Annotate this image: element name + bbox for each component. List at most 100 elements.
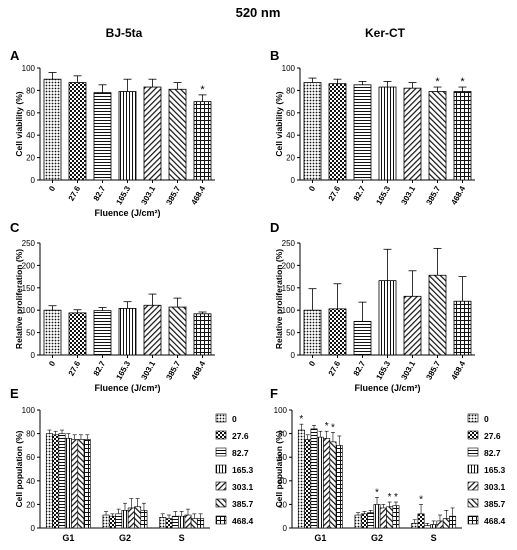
bar bbox=[392, 505, 400, 529]
y-tick-label: 250 bbox=[22, 239, 36, 248]
bar bbox=[323, 438, 331, 529]
bar bbox=[423, 525, 431, 529]
bar bbox=[64, 438, 72, 529]
bar bbox=[367, 512, 375, 529]
bar bbox=[93, 310, 112, 356]
y-tick-label: 20 bbox=[26, 154, 35, 163]
x-tick-label: 468.4 bbox=[189, 359, 207, 381]
x-tick-label: 165.3 bbox=[374, 359, 392, 381]
bar bbox=[329, 441, 337, 529]
bar bbox=[403, 295, 422, 356]
bar bbox=[379, 507, 387, 529]
bar bbox=[178, 515, 186, 529]
y-tick-label: 80 bbox=[286, 86, 295, 95]
bar bbox=[436, 520, 444, 529]
y-axis-label: Relative proliferation (%) bbox=[274, 249, 284, 349]
y-tick-label: 100 bbox=[22, 306, 36, 315]
y-tick-label: 100 bbox=[282, 306, 296, 315]
y-axis-label: Cell viability (%) bbox=[14, 91, 24, 156]
legend: 0 27.6 82.7 165.3 303.1 385.7 468.4 bbox=[215, 413, 254, 526]
x-tick-label: 165.3 bbox=[114, 359, 132, 381]
panel-letter: A bbox=[10, 48, 20, 63]
bar bbox=[378, 86, 397, 181]
panel-a: A 0 20 40 60 80 100 Cell viability (%) 0 27.6 82.7… bbox=[10, 48, 215, 218]
bar bbox=[171, 515, 179, 529]
bar bbox=[353, 320, 372, 356]
x-tick-label: 0 bbox=[307, 359, 317, 368]
significance-star: * bbox=[394, 492, 398, 503]
y-tick-label: 0 bbox=[291, 351, 296, 360]
panel-b: B 0 20 40 60 80 100 Cell viability (%) 0 27.6 82.7… bbox=[270, 48, 475, 206]
legend-swatch bbox=[467, 430, 479, 440]
bar bbox=[118, 308, 137, 356]
bar bbox=[43, 309, 62, 356]
x-tick-label: 0 bbox=[307, 184, 317, 193]
bar bbox=[197, 518, 205, 529]
legend-swatch bbox=[467, 481, 479, 491]
x-tick-label: 303.1 bbox=[399, 184, 417, 206]
x-tick-label: G1 bbox=[62, 533, 74, 543]
bar bbox=[127, 507, 135, 529]
bar bbox=[316, 436, 324, 529]
significance-star: * bbox=[375, 487, 379, 498]
legend-label: 0 bbox=[484, 414, 489, 424]
legend-swatch bbox=[467, 447, 479, 457]
bar bbox=[121, 509, 129, 529]
y-tick-label: 20 bbox=[26, 500, 35, 509]
y-tick-label: 0 bbox=[283, 524, 288, 533]
x-tick-label: G2 bbox=[119, 533, 131, 543]
x-tick-label: 303.1 bbox=[399, 359, 417, 381]
bar bbox=[303, 309, 322, 356]
y-axis-label: Cell viability (%) bbox=[274, 91, 284, 156]
legend-label: 27.6 bbox=[484, 431, 501, 441]
bar bbox=[159, 517, 167, 529]
y-tick-label: 50 bbox=[286, 329, 295, 338]
x-tick-label: 468.4 bbox=[449, 184, 467, 206]
y-axis-label: Cell population (%) bbox=[274, 430, 284, 507]
x-tick-label: G2 bbox=[371, 533, 383, 543]
bar bbox=[328, 83, 347, 181]
panel-letter: F bbox=[270, 386, 278, 401]
x-tick-label: 165.3 bbox=[374, 184, 392, 206]
bar bbox=[310, 428, 318, 529]
y-tick-label: 80 bbox=[26, 430, 35, 439]
bar bbox=[430, 524, 438, 529]
panel-e: E 0 20 40 60 80 100 Cell population (%) G1 G2 S 0 27… bbox=[10, 386, 254, 543]
legend-label: 385.7 bbox=[232, 499, 254, 509]
legend-label: 303.1 bbox=[484, 482, 506, 492]
bar bbox=[68, 82, 87, 181]
x-axis-label: Fluence (J/cm²) bbox=[94, 208, 160, 218]
legend-swatch bbox=[215, 413, 227, 423]
significance-star: * bbox=[419, 494, 423, 505]
bar bbox=[68, 312, 87, 356]
bar bbox=[386, 506, 394, 529]
bar bbox=[428, 91, 447, 181]
bar bbox=[143, 304, 162, 356]
y-axis-label: Cell population (%) bbox=[14, 430, 24, 507]
y-axis-label: Relative proliferation (%) bbox=[14, 249, 24, 349]
x-tick-label: 0 bbox=[47, 359, 57, 368]
y-tick-label: 80 bbox=[278, 430, 287, 439]
bar bbox=[360, 513, 368, 529]
legend-swatch bbox=[215, 430, 227, 440]
x-tick-label: 27.6 bbox=[67, 184, 83, 202]
x-tick-label: 27.6 bbox=[327, 359, 343, 377]
x-tick-label: 385.7 bbox=[164, 184, 182, 206]
legend-label: 165.3 bbox=[484, 465, 506, 475]
bar bbox=[168, 306, 187, 356]
legend-swatch bbox=[467, 498, 479, 508]
legend-label: 385.7 bbox=[484, 499, 506, 509]
panel-letter: D bbox=[270, 220, 279, 235]
significance-star: * bbox=[325, 421, 329, 432]
bar bbox=[449, 515, 457, 529]
legend-swatch bbox=[467, 515, 479, 525]
bar bbox=[71, 439, 79, 529]
bar bbox=[417, 513, 425, 529]
legend-swatch bbox=[467, 413, 479, 423]
bar bbox=[378, 280, 397, 356]
bar bbox=[165, 518, 173, 529]
x-tick-label: 385.7 bbox=[424, 184, 442, 206]
bar bbox=[43, 78, 62, 181]
